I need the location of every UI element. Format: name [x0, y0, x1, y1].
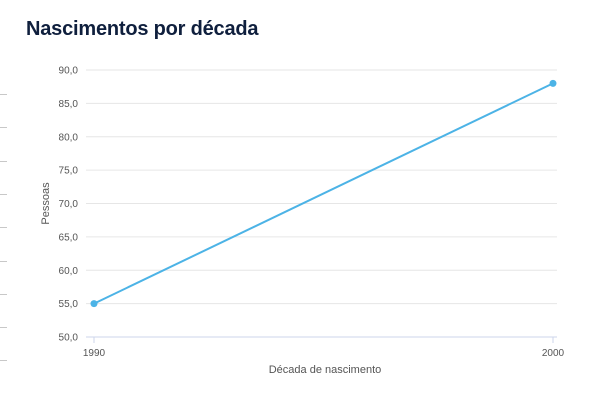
data-point[interactable]: [90, 300, 98, 308]
y-axis-ticks: 50,0 55,0 60,0 65,0 70,0 75,0 80,0 85,0 90,0: [59, 66, 79, 344]
y-tick-label: 90,0: [59, 66, 79, 77]
series-layer: [90, 79, 557, 308]
grid-lines: [86, 69, 557, 338]
x-tick-label: 2000: [542, 348, 565, 359]
left-edge-ticks: [0, 0, 10, 400]
series-line: [93, 82, 554, 305]
y-tick-label: 65,0: [59, 232, 79, 243]
y-tick-label: 55,0: [59, 299, 79, 310]
y-tick-label: 85,0: [59, 99, 79, 110]
y-tick-label: 80,0: [59, 132, 79, 143]
x-axis-label: Década de nascimento: [269, 364, 382, 376]
x-axis-ticks: 1990 2000: [83, 337, 565, 359]
y-tick-label: 70,0: [59, 199, 79, 210]
data-point[interactable]: [549, 79, 557, 87]
x-tick-label: 1990: [83, 348, 106, 359]
y-tick-label: 60,0: [59, 266, 79, 277]
y-tick-label: 50,0: [59, 333, 79, 344]
y-tick-label: 75,0: [59, 166, 79, 177]
chart-title: Nascimentos por década: [26, 18, 259, 40]
y-axis-label: Pessoas: [40, 182, 52, 225]
